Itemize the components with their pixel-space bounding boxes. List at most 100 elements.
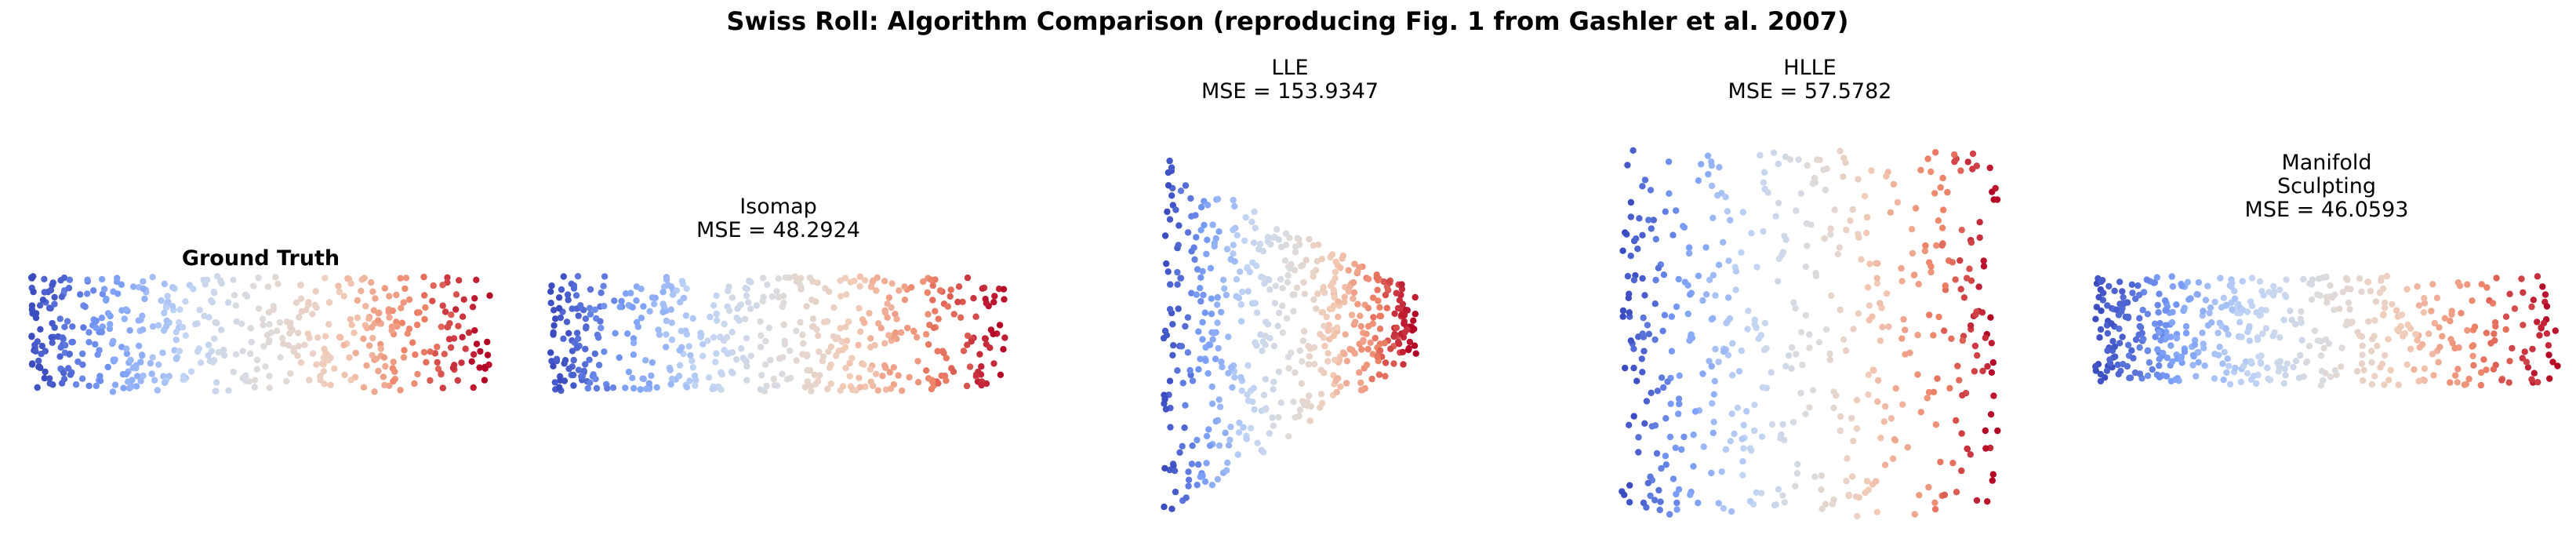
scatter-point [1639, 275, 1646, 282]
scatter-point [1250, 384, 1258, 391]
scatter-point [964, 274, 972, 282]
scatter-point [1630, 413, 1637, 420]
scatter-point [2257, 311, 2265, 318]
scatter-point [1770, 149, 1778, 156]
scatter-point [2534, 379, 2541, 386]
scatter-point [1219, 363, 1226, 370]
scatter-point [163, 322, 170, 329]
scatter-point [1226, 436, 1234, 443]
scatter-point [1230, 196, 1237, 204]
scatter-point [653, 384, 660, 391]
scatter-point [1980, 263, 1988, 270]
scatter-point [2119, 288, 2126, 295]
scatter-point [1166, 157, 1173, 165]
scatter-point [1324, 358, 1332, 365]
scatter-point [93, 382, 100, 390]
scatter-point [455, 322, 462, 329]
scatter-point [1411, 342, 1419, 349]
scatter-point [707, 313, 714, 321]
scatter-point [1163, 260, 1170, 268]
scatter-point [2266, 377, 2274, 384]
scatter-point [1837, 413, 1844, 420]
scatter-point [2092, 315, 2099, 322]
scatter-point [1176, 449, 1183, 456]
scatter-point [1201, 309, 1209, 316]
scatter-point [1975, 283, 1982, 290]
scatter-point [1695, 272, 1702, 279]
scatter-point [37, 326, 44, 333]
scatter-point [1727, 438, 1734, 445]
scatter-point [1199, 268, 1206, 275]
scatter-point [886, 369, 894, 376]
scatter-point [2098, 278, 2105, 286]
scatter-point [1214, 319, 1221, 326]
scatter-point [1914, 331, 1921, 339]
scatter-point [1313, 305, 1320, 312]
scatter-point [393, 291, 400, 299]
scatter-point [2130, 355, 2137, 362]
scatter-point [2308, 296, 2316, 303]
scatter-point [1186, 366, 1194, 374]
scatter-point [2505, 379, 2512, 386]
scatter-point [37, 364, 44, 372]
scatter-point [434, 359, 441, 366]
scatter-point [213, 388, 220, 395]
scatter-point [2221, 348, 2228, 356]
scatter-point [1793, 470, 1801, 477]
scatter-point [679, 280, 687, 288]
scatter-point [676, 347, 683, 354]
scatter-point [1301, 401, 1308, 409]
scatter-point [2163, 373, 2171, 380]
scatter-point [2436, 344, 2443, 351]
scatter-point [1647, 473, 1654, 480]
scatter-point [767, 356, 774, 364]
scatter-point [2291, 321, 2299, 328]
scatter-point [134, 373, 141, 380]
scatter-point [1255, 246, 1263, 253]
scatter-point [1793, 351, 1800, 358]
scatter-point [1862, 489, 1869, 497]
scatter-point [264, 283, 272, 290]
scatter-point [604, 384, 611, 392]
scatter-point [2145, 359, 2153, 366]
scatter-point [569, 305, 576, 312]
scatter-point [107, 321, 114, 328]
scatter-point [1185, 476, 1193, 483]
scatter-point [651, 300, 658, 308]
scatter-point [1208, 400, 1216, 407]
scatter-point [1375, 371, 1383, 378]
scatter-point [1715, 359, 1722, 366]
scatter-point [1171, 467, 1179, 475]
scatter-point [154, 322, 162, 329]
scatter-point [2259, 330, 2266, 337]
scatter-point [1874, 260, 1881, 267]
scatter-point [904, 324, 911, 332]
scatter-point [1881, 461, 1889, 468]
scatter-point [601, 348, 608, 355]
panel-title-line: Isomap [739, 195, 817, 219]
scatter-point [1989, 471, 1996, 478]
scatter-point [187, 368, 195, 375]
scatter-point [1182, 182, 1190, 189]
scatter-point [100, 286, 108, 293]
panel-title-line: LLE [1271, 56, 1308, 80]
scatter-point [420, 273, 427, 281]
scatter-point [2135, 282, 2142, 289]
scatter-point [1775, 160, 1782, 168]
scatter-point [439, 282, 446, 289]
scatter-point [2181, 348, 2189, 355]
scatter-point [1174, 268, 1181, 276]
scatter-point [1303, 257, 1310, 264]
scatter-point [1982, 334, 1989, 341]
scatter-point [297, 359, 305, 366]
scatter-point [1880, 418, 1888, 425]
scatter-point [1675, 486, 1683, 493]
scatter-point [692, 377, 699, 384]
scatter-point [220, 351, 228, 359]
scatter-point [2127, 374, 2135, 381]
scatter-point [1193, 291, 1201, 298]
scatter-point [1350, 289, 1358, 297]
scatter-point [1644, 479, 1651, 486]
scatter-point [1331, 294, 1338, 301]
scatter-point [2371, 333, 2378, 340]
